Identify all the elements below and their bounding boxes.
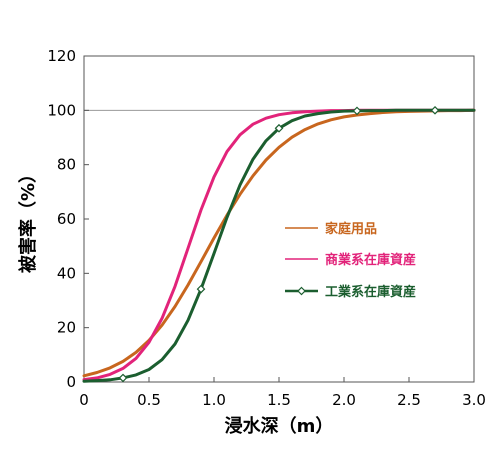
- y-tick-label: 0: [66, 373, 76, 391]
- series-line-3: [82, 108, 476, 383]
- x-axis-title: 浸水深（m）: [225, 415, 334, 437]
- y-tick-label: 80: [57, 156, 76, 174]
- y-tick-label: 40: [57, 264, 76, 282]
- legend-label-3: 工業系在庫資産: [325, 284, 416, 300]
- series-line-2: [82, 108, 476, 382]
- y-tick-label: 20: [57, 319, 76, 337]
- series-marker: [352, 106, 362, 116]
- x-tick-label: 3.0: [462, 391, 486, 409]
- plot-frame: [83, 55, 475, 383]
- series-marker: [274, 123, 284, 133]
- y-tick-label: 60: [57, 210, 76, 228]
- y-axis-title: 被害率（%）: [17, 165, 39, 273]
- x-tick-label: 0.5: [137, 391, 161, 409]
- series-marker: [118, 373, 128, 383]
- series-marker: [196, 284, 206, 294]
- y-tick-label: 100: [47, 101, 76, 119]
- legend-label-1: 家庭用品: [325, 221, 377, 237]
- series-line-1: [82, 108, 476, 378]
- x-tick-label: 2.5: [397, 391, 421, 409]
- legend-marker: [297, 286, 306, 296]
- x-tick-label: 0: [79, 391, 89, 409]
- x-tick-label: 1.5: [267, 391, 291, 409]
- series-marker: [430, 105, 440, 115]
- x-tick-label: 1.0: [202, 391, 226, 409]
- y-tick-label: 120: [47, 47, 76, 65]
- x-tick-label: 2.0: [332, 391, 356, 409]
- legend-label-2: 商業系在庫資産: [325, 252, 416, 268]
